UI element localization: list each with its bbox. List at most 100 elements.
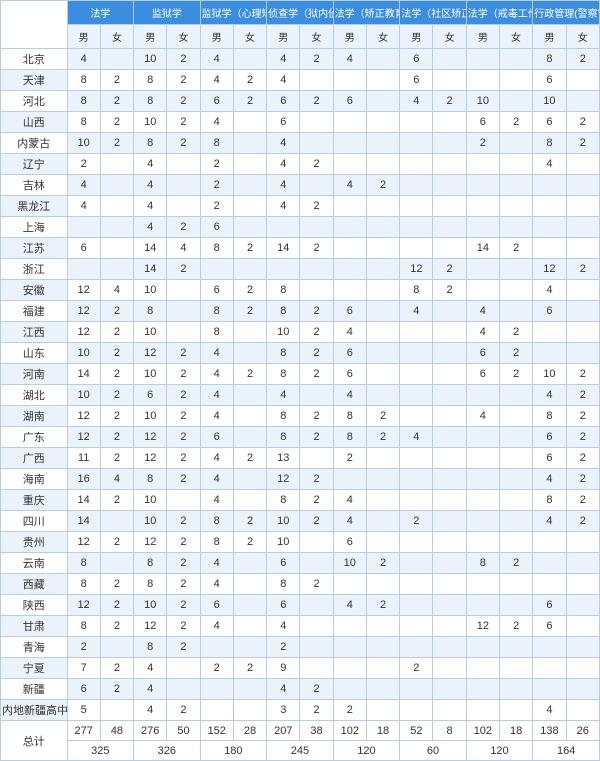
- data-cell: 2: [433, 91, 466, 112]
- data-cell: [300, 217, 333, 238]
- data-cell: [400, 175, 433, 196]
- data-cell: 2: [300, 364, 333, 385]
- data-cell: 6: [200, 280, 233, 301]
- data-cell: [566, 301, 599, 322]
- data-cell: 4: [134, 217, 167, 238]
- data-cell: 6: [200, 217, 233, 238]
- data-cell: 6: [267, 91, 300, 112]
- data-cell: 4: [200, 112, 233, 133]
- data-cell: [466, 679, 499, 700]
- major-7: 行政管理(警察管理方向）: [533, 1, 600, 25]
- data-cell: 2: [500, 112, 533, 133]
- data-cell: [400, 406, 433, 427]
- data-cell: 14: [466, 238, 499, 259]
- data-cell: [466, 427, 499, 448]
- data-cell: [366, 196, 399, 217]
- data-cell: 4: [200, 616, 233, 637]
- data-cell: [233, 154, 266, 175]
- data-cell: [466, 511, 499, 532]
- data-cell: [300, 175, 333, 196]
- data-cell: 12: [134, 532, 167, 553]
- data-cell: 14: [134, 238, 167, 259]
- province-cell: 陕西: [1, 595, 68, 616]
- province-cell: 广东: [1, 427, 68, 448]
- data-cell: [233, 217, 266, 238]
- table-row: 广西1121224213262: [1, 448, 600, 469]
- data-cell: [366, 70, 399, 91]
- data-cell: 2: [67, 154, 100, 175]
- total-major-cell: 120: [333, 741, 400, 761]
- data-cell: [500, 217, 533, 238]
- table-body: 北京41024424682天津828242466河北82826262642101…: [1, 49, 600, 721]
- data-cell: 2: [466, 133, 499, 154]
- data-cell: 2: [500, 364, 533, 385]
- data-cell: 2: [233, 301, 266, 322]
- corner-top: 专业: [46, 2, 64, 15]
- data-cell: [233, 574, 266, 595]
- data-cell: [300, 658, 333, 679]
- data-cell: 12: [67, 322, 100, 343]
- data-cell: [466, 448, 499, 469]
- data-cell: [233, 553, 266, 574]
- data-cell: [333, 70, 366, 91]
- data-cell: 2: [300, 301, 333, 322]
- data-cell: 2: [167, 448, 200, 469]
- data-cell: [100, 259, 133, 280]
- data-cell: [100, 217, 133, 238]
- data-cell: 12: [67, 595, 100, 616]
- data-cell: [566, 238, 599, 259]
- data-cell: 6: [333, 91, 366, 112]
- data-cell: 8: [134, 469, 167, 490]
- data-cell: [566, 91, 599, 112]
- data-cell: 2: [200, 658, 233, 679]
- table-row: 辽宁242424: [1, 154, 600, 175]
- data-cell: [566, 532, 599, 553]
- data-cell: 4: [466, 301, 499, 322]
- data-cell: 2: [566, 385, 599, 406]
- province-cell: 内蒙古: [1, 133, 68, 154]
- data-cell: [533, 553, 566, 574]
- data-cell: [333, 112, 366, 133]
- data-cell: [233, 616, 266, 637]
- data-cell: 12: [134, 343, 167, 364]
- data-cell: [433, 616, 466, 637]
- data-cell: [500, 595, 533, 616]
- data-cell: 2: [366, 595, 399, 616]
- data-cell: 2: [100, 112, 133, 133]
- data-cell: [433, 532, 466, 553]
- data-cell: [433, 406, 466, 427]
- data-cell: 8: [533, 133, 566, 154]
- data-cell: 12: [400, 259, 433, 280]
- data-cell: 2: [167, 91, 200, 112]
- data-cell: [300, 70, 333, 91]
- table-row: 海南16482412242: [1, 469, 600, 490]
- data-cell: [167, 154, 200, 175]
- data-cell: [500, 532, 533, 553]
- table-row: 内蒙古1028284282: [1, 133, 600, 154]
- data-cell: [300, 595, 333, 616]
- table-row: 重庆14210482482: [1, 490, 600, 511]
- data-cell: [333, 658, 366, 679]
- total-gender-cell: 277: [67, 721, 100, 741]
- data-cell: [167, 175, 200, 196]
- data-cell: 10: [134, 322, 167, 343]
- data-cell: 2: [200, 154, 233, 175]
- province-cell: 山西: [1, 112, 68, 133]
- data-cell: 2: [233, 91, 266, 112]
- data-cell: 2: [200, 175, 233, 196]
- total-gender-cell: 48: [100, 721, 133, 741]
- data-cell: [400, 154, 433, 175]
- data-cell: [167, 322, 200, 343]
- data-cell: 6: [466, 112, 499, 133]
- province-cell: 浙江: [1, 259, 68, 280]
- gender-header: 男: [466, 25, 499, 49]
- data-cell: 2: [167, 259, 200, 280]
- data-cell: 4: [134, 196, 167, 217]
- data-cell: 4: [67, 196, 100, 217]
- data-cell: [300, 133, 333, 154]
- table-footer: 总计27748276501522820738102185281021813826…: [1, 721, 600, 761]
- data-cell: 2: [366, 427, 399, 448]
- table-row: 山西82102466262: [1, 112, 600, 133]
- data-cell: 6: [466, 364, 499, 385]
- data-cell: [500, 658, 533, 679]
